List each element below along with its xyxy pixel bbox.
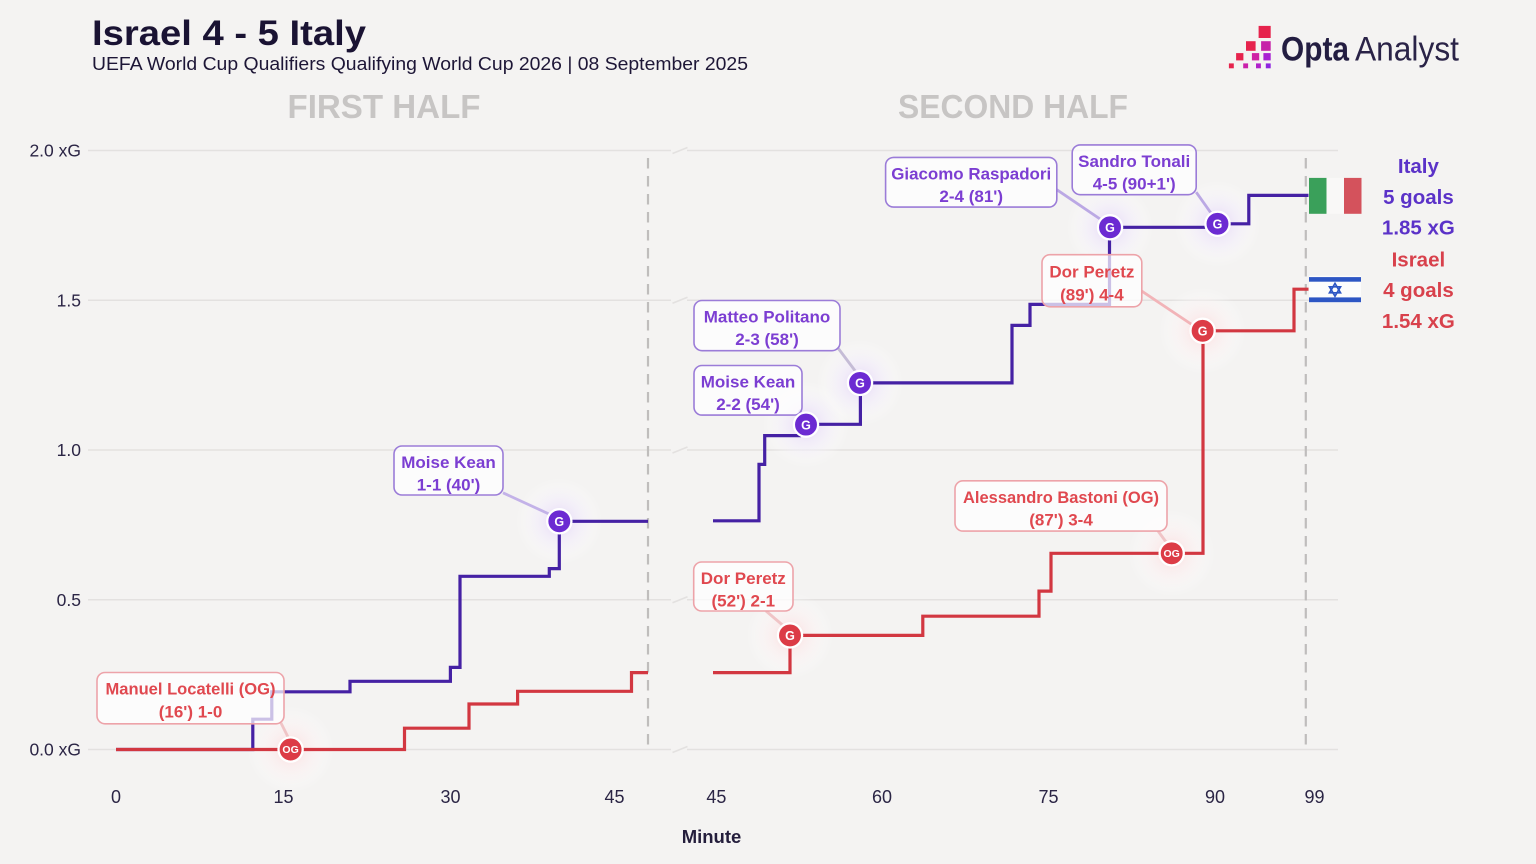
svg-text:15: 15	[273, 787, 293, 807]
svg-text:(87') 3-4: (87') 3-4	[1029, 510, 1093, 529]
svg-text:FIRST HALF: FIRST HALF	[288, 88, 481, 125]
svg-text:5 goals: 5 goals	[1383, 186, 1454, 209]
svg-text:G: G	[1213, 218, 1223, 232]
svg-text:Manuel Locatelli (OG): Manuel Locatelli (OG)	[106, 680, 276, 699]
svg-text:Giacomo Raspadori: Giacomo Raspadori	[891, 164, 1051, 183]
svg-text:1.0: 1.0	[57, 440, 82, 460]
svg-text:2-2 (54'): 2-2 (54')	[716, 395, 780, 414]
svg-text:1.54 xG: 1.54 xG	[1382, 310, 1455, 333]
svg-text:Italy: Italy	[1398, 155, 1440, 178]
svg-text:Analyst: Analyst	[1355, 30, 1459, 68]
svg-text:G: G	[801, 418, 811, 432]
svg-text:45: 45	[706, 787, 726, 807]
svg-text:90: 90	[1205, 787, 1225, 807]
svg-text:4 goals: 4 goals	[1383, 279, 1454, 302]
svg-text:OG: OG	[282, 744, 298, 756]
svg-text:Dor Peretz: Dor Peretz	[1049, 263, 1134, 282]
svg-text:Alessandro Bastoni (OG): Alessandro Bastoni (OG)	[963, 488, 1159, 507]
svg-text:2.0 xG: 2.0 xG	[29, 141, 81, 161]
svg-text:45: 45	[604, 787, 624, 807]
svg-text:OG: OG	[1164, 548, 1180, 560]
svg-text:Moise Kean: Moise Kean	[401, 453, 495, 472]
svg-text:G: G	[1105, 221, 1115, 235]
svg-text:G: G	[1198, 325, 1208, 339]
svg-text:0: 0	[111, 787, 121, 807]
svg-text:0.0 xG: 0.0 xG	[29, 740, 81, 760]
svg-text:1.85 xG: 1.85 xG	[1382, 217, 1455, 240]
svg-text:SECOND HALF: SECOND HALF	[898, 88, 1128, 125]
svg-text:G: G	[855, 377, 865, 391]
svg-text:30: 30	[440, 787, 460, 807]
svg-text:75: 75	[1038, 787, 1058, 807]
svg-text:G: G	[554, 515, 564, 529]
svg-text:(89') 4-4: (89') 4-4	[1060, 286, 1124, 305]
svg-text:2-4 (81'): 2-4 (81')	[939, 187, 1003, 206]
svg-text:Minute: Minute	[682, 826, 742, 847]
svg-text:(16') 1-0: (16') 1-0	[159, 703, 223, 722]
svg-text:(52') 2-1: (52') 2-1	[712, 592, 776, 611]
svg-text:4-5 (90+1'): 4-5 (90+1')	[1093, 174, 1176, 193]
svg-text:1-1 (40'): 1-1 (40')	[417, 476, 481, 495]
svg-text:Israel 4 - 5 Italy: Israel 4 - 5 Italy	[92, 14, 367, 53]
svg-text:99: 99	[1304, 787, 1324, 807]
svg-text:Dor Peretz: Dor Peretz	[701, 569, 786, 588]
svg-text:2-3 (58'): 2-3 (58')	[735, 330, 799, 349]
svg-text:G: G	[785, 629, 795, 643]
svg-text:Sandro Tonali: Sandro Tonali	[1078, 152, 1190, 171]
svg-text:Matteo Politano: Matteo Politano	[704, 308, 831, 327]
svg-text:Opta: Opta	[1281, 30, 1350, 68]
svg-text:60: 60	[872, 787, 892, 807]
svg-text:0.5: 0.5	[57, 590, 81, 610]
svg-text:Moise Kean: Moise Kean	[701, 373, 795, 392]
svg-text:1.5: 1.5	[57, 290, 81, 310]
svg-text:Israel: Israel	[1392, 249, 1446, 272]
svg-text:UEFA World Cup Qualifiers Qual: UEFA World Cup Qualifiers Qualifying Wor…	[92, 53, 748, 74]
